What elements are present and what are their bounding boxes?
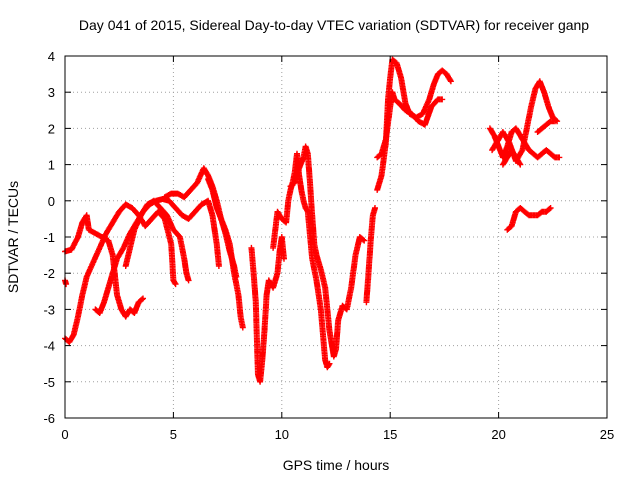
grid <box>65 56 607 418</box>
series-sat-track-9 <box>287 143 368 360</box>
series-sat-track-15 <box>499 147 524 168</box>
y-tick-label: -1 <box>43 230 55 245</box>
series-sat-track-10 <box>363 205 378 306</box>
y-axis-label: SDTVAR / TECUs <box>5 181 21 293</box>
data-point-markers <box>534 118 558 135</box>
data-points <box>62 56 563 385</box>
y-tick-label: 4 <box>48 49 55 64</box>
data-point-markers <box>374 56 454 193</box>
data-point-markers <box>499 147 524 168</box>
y-tick-label: 2 <box>48 121 55 136</box>
series-sat-track-18 <box>62 277 70 288</box>
series-sat-track-7 <box>248 234 287 385</box>
data-point-markers <box>270 150 333 371</box>
data-point-markers <box>205 176 240 280</box>
data-point-markers <box>363 205 378 306</box>
y-tick-label: -2 <box>43 266 55 281</box>
x-tick-label: 20 <box>491 427 505 442</box>
x-axis-label: GPS time / hours <box>283 457 390 473</box>
y-tick-label: -5 <box>43 375 55 390</box>
x-tick-label: 0 <box>61 427 68 442</box>
series-sat-track-16 <box>534 118 558 135</box>
y-tick-label: -3 <box>43 302 55 317</box>
chart-title: Day 041 of 2015, Sidereal Day-to-day VTE… <box>79 17 589 33</box>
data-point-markers <box>248 234 287 385</box>
series-sat-track-12 <box>374 56 454 193</box>
x-tick-label: 5 <box>170 427 177 442</box>
x-ticks: 0 5 10 15 20 25 <box>61 56 614 442</box>
x-tick-label: 10 <box>275 427 289 442</box>
y-ticks: -6 -5 -4 -3 -2 -1 0 1 2 3 4 <box>43 49 607 426</box>
series-sat-track-4 <box>122 197 192 284</box>
data-point-markers <box>122 197 192 284</box>
series-sat-track-8 <box>270 150 333 371</box>
y-tick-label: -6 <box>43 411 55 426</box>
y-tick-label: 1 <box>48 158 55 173</box>
x-tick-label: 15 <box>383 427 397 442</box>
series-sat-track-17 <box>504 205 554 233</box>
data-point-markers <box>62 277 70 288</box>
data-point-markers <box>504 205 554 233</box>
y-tick-label: -4 <box>43 339 55 354</box>
y-tick-label: 0 <box>48 194 55 209</box>
data-point-markers <box>287 143 368 360</box>
y-tick-label: 3 <box>48 85 55 100</box>
x-tick-label: 25 <box>600 427 614 442</box>
series-sat-track-6 <box>205 176 240 280</box>
